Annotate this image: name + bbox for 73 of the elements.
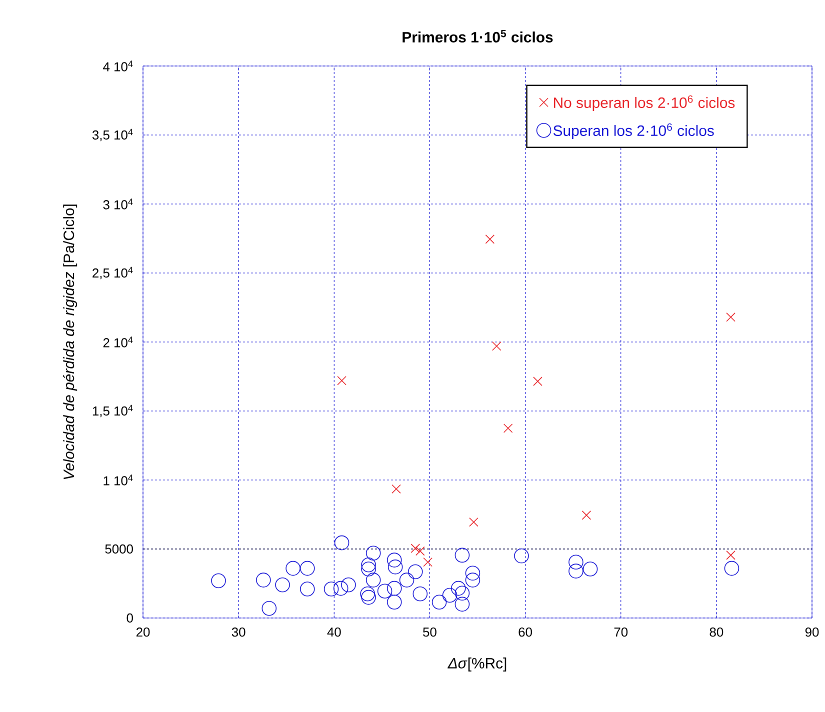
point [256, 572, 271, 588]
point [286, 560, 300, 576]
point [582, 510, 592, 520]
x-tick-label: 70 [614, 628, 628, 637]
point [514, 548, 529, 564]
point [377, 584, 392, 598]
x-tick-label: 40 [327, 628, 341, 637]
point [410, 544, 420, 553]
legend-label: Superan los 2·10$^{6}$ ciclos [553, 123, 714, 139]
point [341, 577, 356, 592]
point [450, 580, 466, 596]
point [724, 560, 740, 576]
point [399, 572, 414, 588]
point [386, 594, 402, 610]
y-tick-label: 1,5 10$^{4}$ [92, 404, 133, 418]
y-axis-title: Velocidad de pérdida de rigidez [Pa/Ciclo] [62, 204, 78, 480]
y-tick-label: 3 10$^{4}$ [103, 198, 133, 210]
point [408, 564, 423, 580]
point [324, 582, 339, 596]
y-tick-label: 2 10$^{4}$ [103, 336, 133, 348]
point [726, 550, 736, 560]
point [366, 572, 381, 588]
point [416, 546, 425, 556]
point [392, 484, 401, 494]
x-tick-label: 50 [423, 628, 436, 637]
y-tick-label: 5000 [105, 544, 133, 554]
point [211, 573, 226, 588]
point [337, 376, 346, 386]
point [386, 552, 402, 568]
point [275, 577, 290, 592]
point [582, 562, 598, 576]
y-tick-label: 1 10$^{4}$ [104, 474, 133, 486]
point [485, 234, 495, 244]
point [726, 312, 736, 322]
point [334, 535, 350, 550]
point [432, 594, 447, 610]
point [454, 548, 470, 563]
point [533, 376, 542, 386]
point [388, 560, 403, 574]
point [361, 590, 376, 605]
point [465, 572, 480, 588]
x-axis-title: Δσ[%Rc] [448, 658, 506, 672]
x-tick-label: 60 [518, 628, 532, 637]
point [300, 582, 315, 596]
point [423, 557, 432, 567]
chart-title: Primeros 1·10$^{5}$ ciclos [402, 30, 553, 42]
x-tick-label: 80 [710, 628, 724, 637]
point [568, 554, 584, 570]
point [503, 424, 513, 433]
point [465, 566, 480, 581]
point [333, 580, 348, 596]
point [454, 596, 470, 612]
point [442, 588, 458, 603]
y-tick-label: 0 [126, 613, 133, 623]
y-tick-label: 2,5 10$^{4}$ [92, 266, 133, 280]
y-tick-label: 3,5 10$^{4}$ [92, 128, 133, 142]
x-tick-label: 30 [232, 628, 246, 637]
point [300, 560, 315, 576]
x-tick-label: 90 [805, 628, 819, 637]
point [412, 586, 428, 602]
x-tick-label: 20 [136, 628, 150, 637]
point [469, 517, 478, 527]
legend-label: No superan los 2·10$^{6}$ ciclos [554, 95, 735, 111]
point [454, 586, 470, 601]
point [361, 562, 376, 576]
point [360, 586, 375, 602]
point [366, 546, 381, 561]
y-tick-label: 4 10$^{4}$ [103, 60, 133, 72]
point [262, 600, 277, 616]
point [386, 580, 402, 596]
point [568, 564, 584, 578]
point [492, 341, 502, 351]
point [361, 557, 376, 572]
